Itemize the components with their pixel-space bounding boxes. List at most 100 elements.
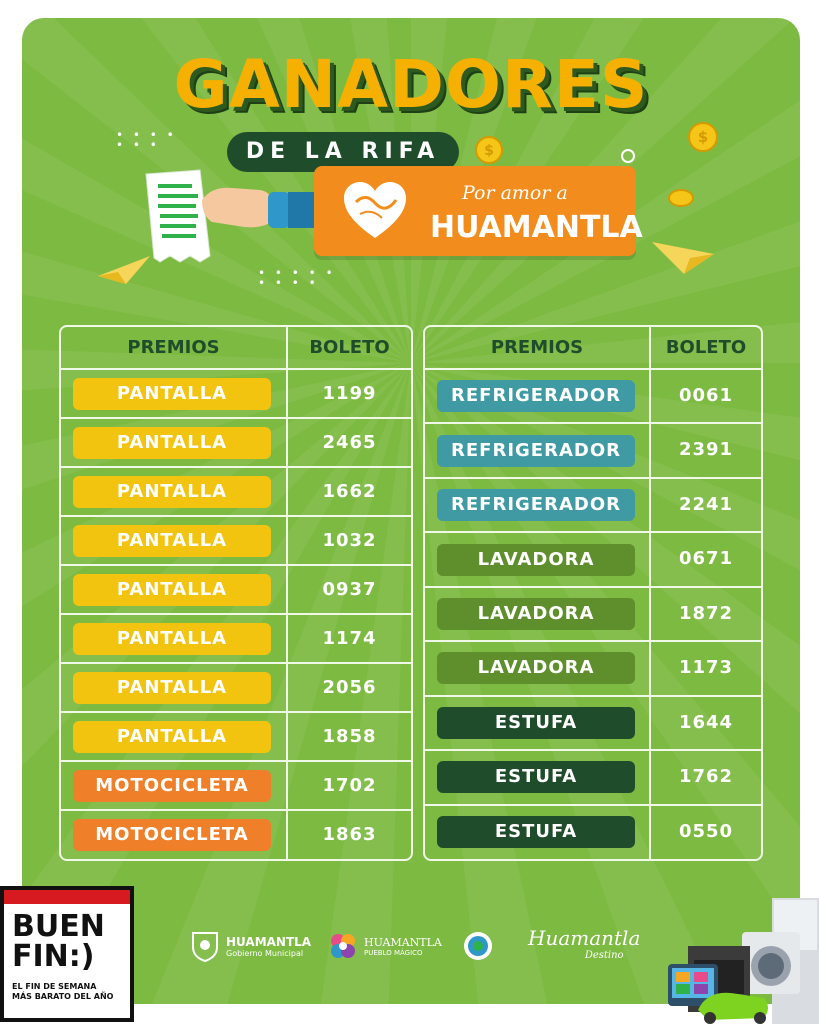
table-row: PANTALLA 1032 [61,516,411,565]
dots-decoration: • • • • • • • [116,128,177,152]
row-divider [61,466,411,468]
ticket-number: 0550 [678,820,734,842]
row-divider [61,613,411,615]
coin-icon: $ [688,122,718,152]
buen-fin-badge: BUEN FIN:) EL FIN DE SEMANA MÁS BARATO D… [0,886,134,1022]
table-row: LAVADORA 1173 [425,641,761,695]
prize-badge: MOTOCICLETA [73,769,271,802]
ticket-number: 0671 [678,548,734,570]
tagline-line1: EL FIN DE SEMANA [12,982,97,991]
logo-subtitle: PUEBLO MÁGICO [364,948,423,957]
row-divider [61,711,411,713]
table-row: PANTALLA 0937 [61,565,411,614]
ticket-number: 1032 [322,530,377,551]
ticket-number: 1644 [678,711,734,733]
receipt-icon [145,169,211,263]
prize-badge: PANTALLA [73,622,271,655]
svg-text:$: $ [484,143,494,159]
row-divider [61,417,411,419]
prize-badge: LAVADORA [437,543,635,576]
appliances-illustration [668,898,819,1024]
row-divider [61,564,411,566]
ring-icon [621,149,635,163]
table-row: PANTALLA 1174 [61,614,411,663]
ticket-number: 1762 [678,766,734,788]
coat-of-arms-icon [192,932,218,963]
table-row: ESTUFA 1762 [425,750,761,804]
destino-logo: Huamantla Destino [528,926,640,966]
logo-title: Huamantla [528,926,641,950]
ticket-number: 2241 [678,493,734,515]
prize-badge: PANTALLA [73,377,271,410]
heart-icon [344,182,406,238]
ticket-number: 1863 [322,824,377,845]
row-divider [425,585,761,588]
table-row: PANTALLA 1858 [61,712,411,761]
municipal-logo: HUAMANTLA Gobierno Municipal [190,926,311,966]
row-divider [425,422,761,425]
coin-icon [668,189,694,207]
seal-icon [464,932,492,960]
table-row: ESTUFA 0550 [425,805,761,859]
prize-badge: REFRIGERADOR [437,489,635,522]
row-divider [425,368,761,370]
ticket-number: 1872 [678,602,734,624]
prize-badge: ESTUFA [437,761,635,794]
logo-subtitle: Gobierno Municipal [226,948,304,958]
prize-badge: PANTALLA [73,720,271,753]
prize-badge: PANTALLA [73,475,271,508]
column-divider [286,327,288,859]
table-row: PANTALLA 2465 [61,418,411,467]
row-divider [425,476,761,479]
ticket-number: 1199 [322,383,377,404]
page-title: GANADORES [173,46,649,123]
buen-fin-tagline: EL FIN DE SEMANA MÁS BARATO DEL AÑO [12,982,113,1002]
pueblo-magico-logo: HUAMANTLA PUEBLO MÁGICO [328,926,442,966]
row-divider [425,803,761,806]
prize-badge: PANTALLA [73,524,271,557]
tagline-line2: MÁS BARATO DEL AÑO [12,992,114,1001]
table-row: PANTALLA 1662 [61,467,411,516]
table-row: REFRIGERADOR 2241 [425,478,761,532]
table-row: PANTALLA 1199 [61,369,411,418]
ticket-number: 1662 [322,481,377,502]
logo-title: HUAMANTLA [364,935,442,949]
prize-badge: LAVADORA [437,597,635,630]
poster-card: GANADORES DE LA RIFA • • • • • • • • • • … [22,18,800,1004]
red-flag [4,890,130,904]
svg-text:$: $ [698,128,708,146]
row-divider [425,531,761,534]
prize-badge: PANTALLA [73,426,271,459]
ticket-number: 2465 [322,432,377,453]
brand-name: HUAMANTLA [430,210,643,245]
prize-badge: REFRIGERADOR [437,380,635,413]
table-row: MOTOCICLETA 1863 [61,810,411,859]
prize-badge: ESTUFA [437,706,635,739]
row-divider [425,694,761,697]
paper-plane-icon [652,242,714,274]
seal-logo [462,926,494,966]
subtitle-badge: DE LA RIFA [227,132,459,172]
brand-banner: Por amor a HUAMANTLA [314,166,643,256]
row-divider [61,368,411,370]
prize-badge: PANTALLA [73,573,271,606]
table-row: LAVADORA 1872 [425,587,761,641]
ticket-number: 1174 [322,628,377,649]
ticket-number: 1858 [322,726,377,747]
row-divider [61,809,411,811]
brand-tagline: Por amor a [462,182,568,204]
ticket-number: 1173 [678,657,734,679]
row-divider [425,749,761,752]
row-divider [425,640,761,643]
column-header-prizes: PREMIOS [490,337,584,358]
prize-badge: REFRIGERADOR [437,434,635,467]
hand-icon [202,187,314,228]
table-row: MOTOCICLETA 1702 [61,761,411,810]
table-row: REFRIGERADOR 2391 [425,423,761,477]
logo-subtitle: Destino [584,950,624,961]
ticket-number: 0937 [322,579,377,600]
buen-fin-line2: FIN:) [12,939,95,974]
prize-badge: MOTOCICLETA [73,818,271,851]
buen-fin-line1: BUEN [12,909,105,944]
prize-badge: LAVADORA [437,652,635,685]
